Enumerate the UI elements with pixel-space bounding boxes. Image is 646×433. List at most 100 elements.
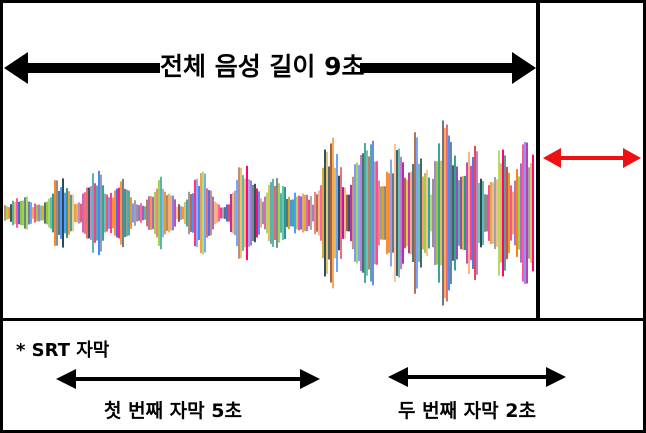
red-right-arrowhead-icon	[623, 148, 641, 168]
waveform-bar	[72, 194, 74, 232]
waveform-bar	[346, 194, 348, 232]
waveform-bar	[44, 202, 46, 224]
waveform-bar	[522, 144, 524, 282]
waveform-bar	[358, 164, 360, 262]
waveform-bar	[194, 179, 196, 247]
waveform-bar	[264, 196, 266, 230]
waveform-bar	[170, 195, 172, 231]
waveform-bar	[444, 127, 446, 299]
waveform-bar	[360, 154, 362, 272]
waveform-bar	[112, 197, 114, 229]
waveform-bar	[34, 203, 36, 223]
waveform-bar	[350, 184, 352, 242]
waveform-bar	[76, 203, 78, 223]
waveform-bar	[284, 186, 286, 240]
waveform-bar	[238, 167, 240, 259]
waveform-bar	[484, 194, 486, 232]
waveform-bar	[450, 142, 452, 284]
waveform-bar	[394, 143, 396, 283]
waveform-bar	[146, 199, 148, 227]
waveform-bar	[380, 186, 382, 240]
first-subtitle-arrow	[56, 369, 320, 389]
waveform-bar	[268, 184, 270, 242]
waveform-bar	[150, 196, 152, 230]
waveform-bar	[92, 173, 94, 253]
waveform-bar	[142, 205, 144, 221]
waveform-bar	[134, 200, 136, 226]
waveform-bar	[418, 163, 420, 263]
waveform-bar	[454, 155, 456, 271]
waveform-bar	[318, 190, 320, 236]
waveform-bar	[320, 185, 322, 241]
waveform-bar	[438, 143, 440, 283]
waveform-bar	[298, 195, 300, 231]
waveform-bar	[200, 172, 202, 254]
waveform-bar	[440, 160, 442, 266]
waveform-bar	[6, 206, 8, 220]
waveform-bar	[330, 143, 332, 283]
waveform-bar	[404, 177, 406, 249]
waveform-bar	[384, 186, 386, 240]
waveform-bar	[230, 194, 232, 232]
waveform-bar	[488, 185, 490, 241]
waveform-bar	[140, 203, 142, 223]
waveform-bar	[252, 184, 254, 242]
waveform-bar	[190, 194, 192, 232]
waveform-bar	[290, 199, 292, 227]
waveform-bar	[144, 206, 146, 220]
waveform-bar	[166, 195, 168, 231]
first-subtitle-label: 첫 번째 자막 5초	[104, 400, 242, 422]
waveform-bar	[212, 196, 214, 230]
waveform-bar	[464, 175, 466, 251]
waveform-bar	[208, 190, 210, 236]
waveform-bar	[30, 202, 32, 224]
waveform-bar	[106, 194, 108, 232]
waveform-bar	[280, 193, 282, 233]
waveform-bar	[288, 196, 290, 230]
waveform-bar	[390, 159, 392, 267]
waveform-bar	[334, 167, 336, 259]
waveform-bar	[366, 150, 368, 276]
waveform-bar	[104, 193, 106, 233]
waveform-bar	[506, 166, 508, 260]
waveform-bar	[256, 188, 258, 238]
waveform-bar	[148, 196, 150, 230]
waveform-bar	[136, 204, 138, 222]
waveform-bar	[218, 204, 220, 222]
waveform-bar	[428, 177, 430, 249]
waveform-bar	[352, 176, 354, 250]
waveform-bar	[14, 202, 16, 224]
waveform-bar	[82, 193, 84, 233]
waveform-bar	[36, 204, 38, 222]
waveform-bar	[186, 199, 188, 227]
waveform-bar	[382, 186, 384, 240]
waveform-bar	[202, 171, 204, 255]
second-left-arrowhead-icon	[388, 367, 408, 387]
waveform-bar	[74, 203, 76, 223]
waveform-bar	[402, 162, 404, 264]
waveform-bar	[214, 201, 216, 225]
waveform-bar	[210, 190, 212, 236]
waveform-bar	[246, 165, 248, 261]
waveform-bar	[54, 180, 56, 246]
waveform-bar	[86, 187, 88, 239]
total-length-arrow	[4, 52, 536, 84]
waveform-bar	[432, 178, 434, 248]
second-subtitle-arrow	[388, 367, 566, 387]
waveform-bar	[310, 196, 312, 230]
second-subtitle-label: 두 번째 자막 2초	[398, 400, 536, 422]
waveform-bar	[446, 124, 448, 302]
waveform-bar	[58, 191, 60, 235]
waveform-bar	[372, 140, 374, 286]
waveform-bar	[332, 137, 334, 289]
waveform-bar	[204, 173, 206, 253]
waveform-bar	[188, 191, 190, 235]
waveform-bar	[474, 146, 476, 280]
waveform-bar	[430, 194, 432, 232]
waveform-bar	[258, 191, 260, 235]
waveform-bar	[304, 194, 306, 232]
waveform-bar	[518, 176, 520, 250]
waveform-bar	[356, 162, 358, 264]
waveform-bar	[426, 169, 428, 257]
waveform-bar	[396, 150, 398, 276]
